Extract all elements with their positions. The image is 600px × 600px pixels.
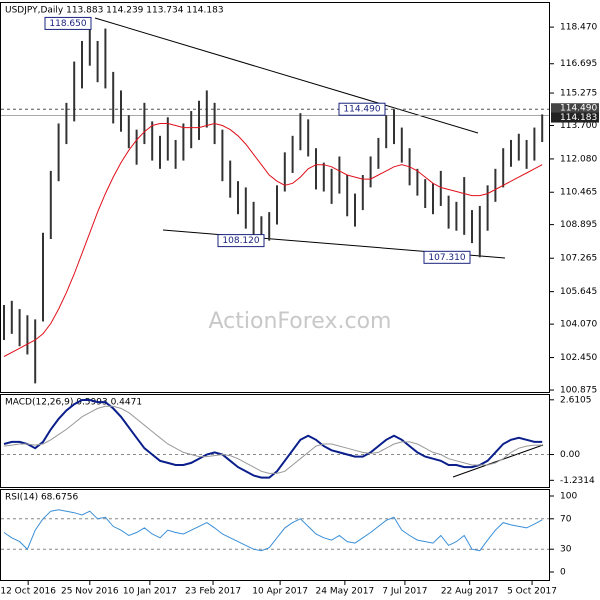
annotation-box — [217, 234, 265, 248]
x-tick-label: 25 Nov 2016 — [61, 587, 119, 597]
moving-average — [3, 122, 543, 357]
y-tick-label: 104.070 — [560, 320, 597, 330]
annotation-label: 107.310 — [428, 253, 465, 263]
annotation-box — [338, 102, 386, 116]
x-tick-label: 7 Jul 2017 — [382, 587, 427, 597]
price-marker-box — [551, 112, 599, 123]
y-tick-label: 113.700 — [560, 121, 597, 131]
y-tick-label: 100 — [560, 492, 577, 502]
y-tick-label: 115.275 — [560, 89, 597, 99]
watermark: ActionForex.com — [209, 309, 392, 334]
y-tick-label: 30 — [560, 545, 572, 555]
trendline — [94, 17, 479, 134]
y-tick-label: 110.465 — [560, 188, 597, 198]
x-tick-label: 10 Jan 2017 — [123, 587, 177, 597]
y-tick-label: 100.875 — [560, 386, 597, 396]
y-tick-label: 102.450 — [560, 353, 597, 363]
macd-title: MACD(12,26,9) 0.5993 0.4471 — [5, 398, 142, 408]
x-tick-label: 22 Aug 2017 — [441, 587, 499, 597]
annotation-label: 114.490 — [343, 105, 380, 115]
y-tick-label: 108.895 — [560, 220, 597, 230]
y-tick-label: 107.265 — [560, 254, 597, 264]
y-tick-label: 105.645 — [560, 287, 597, 297]
annotation-box — [423, 250, 471, 264]
y-tick-label: 70 — [560, 514, 572, 524]
price-marker-label: 114.490 — [560, 104, 597, 114]
price-marker-box — [551, 103, 599, 114]
price-title: USDJPY,Daily 113.883 114.239 113.734 114… — [5, 6, 224, 16]
y-tick-label: 116.695 — [560, 59, 597, 69]
series-line — [3, 509, 543, 552]
y-tick-label: -1.2314 — [560, 476, 595, 486]
y-tick-label: 0 — [560, 568, 566, 578]
annotation-box — [44, 16, 92, 30]
macd-panel — [0, 394, 550, 488]
y-tick-label: 2.6105 — [560, 395, 592, 405]
price-panel — [0, 2, 550, 393]
annotation-label: 118.650 — [49, 19, 86, 29]
series-line — [3, 399, 543, 479]
y-tick-label: 118.470 — [560, 23, 597, 33]
y-tick-label: 0.00 — [560, 450, 580, 460]
series-line — [3, 405, 543, 474]
x-tick-label: 10 Apr 2017 — [252, 587, 308, 597]
rsi-panel — [0, 489, 550, 581]
x-tick-label: 12 Oct 2016 — [0, 587, 56, 597]
annotation-label: 108.120 — [222, 236, 259, 246]
rsi-title: RSI(14) 68.6756 — [5, 493, 78, 503]
x-tick-label: 5 Oct 2017 — [507, 587, 557, 597]
x-tick-label: 23 Feb 2017 — [185, 587, 241, 597]
price-marker-label: 114.183 — [560, 113, 597, 123]
y-tick-label: 112.080 — [560, 154, 597, 164]
x-tick-label: 24 May 2017 — [316, 587, 375, 597]
